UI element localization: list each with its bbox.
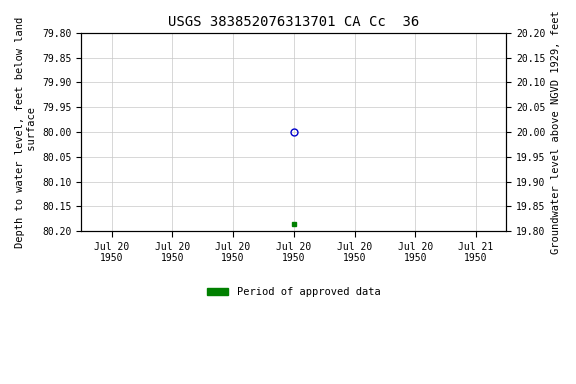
- Y-axis label: Groundwater level above NGVD 1929, feet: Groundwater level above NGVD 1929, feet: [551, 10, 561, 254]
- Legend: Period of approved data: Period of approved data: [203, 283, 384, 301]
- Title: USGS 383852076313701 CA Cc  36: USGS 383852076313701 CA Cc 36: [168, 15, 419, 29]
- Y-axis label: Depth to water level, feet below land
 surface: Depth to water level, feet below land su…: [15, 17, 37, 248]
